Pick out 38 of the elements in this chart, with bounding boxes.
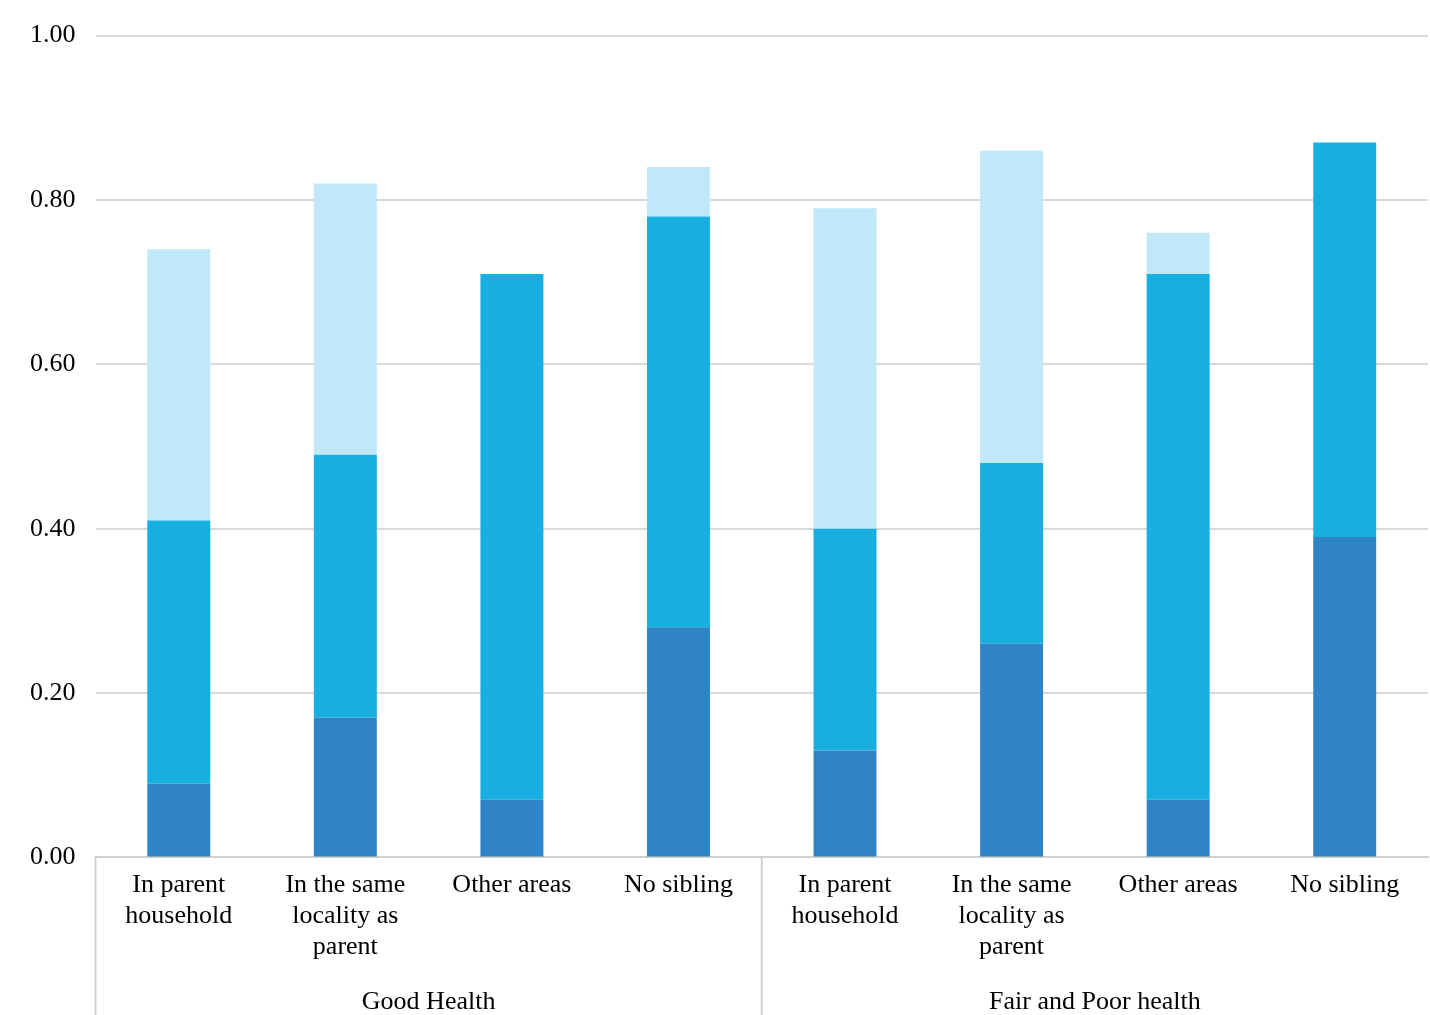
bar [313,717,377,857]
x-tick-label: In the same locality as parent [951,868,1072,961]
bar [1146,232,1210,274]
y-tick-label: 0.20 [30,676,76,706]
bar [980,643,1044,857]
bar [646,216,710,628]
bar [480,799,544,857]
y-tick-label: 1.00 [30,19,76,49]
text: Fair and Poor health [989,986,1201,1015]
y-tick-label: 0.60 [30,348,76,378]
bar [646,167,710,217]
text: Good Health [361,986,496,1015]
bar [980,462,1044,644]
y-tick-label: 0.00 [30,841,76,871]
bar [313,183,377,455]
bar [813,528,877,751]
x-tick-label: In parent household [125,868,233,930]
bar [646,627,710,857]
bar [313,454,377,718]
bar [147,783,211,857]
x-tick-label: In parent household [791,868,899,930]
bar [980,150,1044,463]
x-tick-label: No sibling [1290,868,1400,898]
bar [813,750,877,857]
y-tick-label: 0.40 [30,512,76,542]
bar [1146,799,1210,857]
bar [147,249,211,521]
x-tick-label: Other areas [1118,868,1238,898]
bar [1313,142,1377,537]
bar [1313,536,1377,857]
x-tick-label: In the same locality as parent [285,868,406,961]
bar [1146,273,1210,800]
x-tick-label: Other areas [452,868,572,898]
x-tick-label: No sibling [623,868,734,898]
bar [480,273,544,800]
y-tick-label: 0.80 [30,183,76,213]
bar [813,208,877,529]
bar [147,520,211,784]
